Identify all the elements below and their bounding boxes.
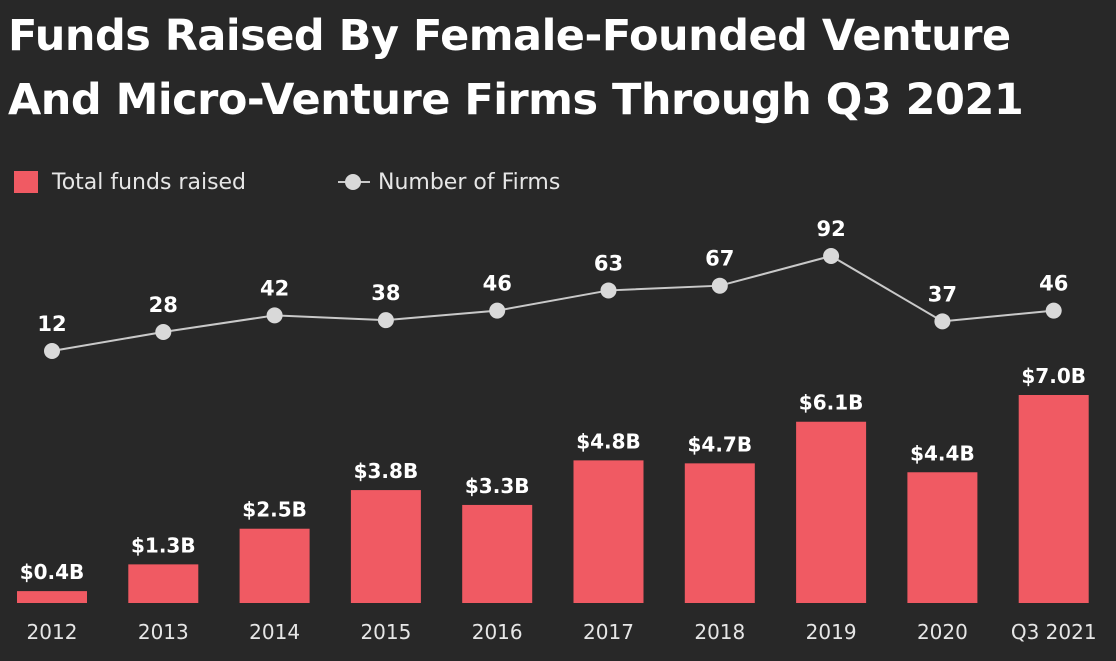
x-tick-label-2014: 2014 [249,620,300,644]
firms-point-2015 [377,312,394,329]
firms-point-2016 [489,302,506,319]
bar-label-2017: $4.8B [576,429,641,453]
firms-point-2017 [600,282,617,299]
firms-label-q3-2021: 46 [1039,272,1068,296]
firms-label-2020: 37 [928,282,957,306]
bar-label-2019: $6.1B [799,391,864,415]
firms-point-q3-2021 [1045,302,1062,319]
firms-point-2014 [266,307,283,324]
bar-2017 [573,460,644,603]
x-tick-label-2019: 2019 [806,620,857,644]
legend-label-total-funds: Total funds raised [52,169,247,195]
legend-label-number-of-firms: Number of Firms [378,169,561,195]
bar-2013 [128,564,199,603]
firms-label-2016: 46 [483,272,512,296]
chart-title: Funds Raised By Female-Founded Venture A… [8,4,1108,132]
bar-label-2016: $3.3B [465,474,530,498]
firms-label-2014: 42 [260,276,289,300]
bar-2015 [350,490,421,603]
bar-2020 [907,472,978,603]
firms-label-2013: 28 [149,293,178,317]
firms-line [51,254,1054,352]
firms-point-2012 [44,343,60,359]
bar-2018 [684,463,755,603]
firms-point-2020 [934,313,951,330]
legend-item-number-of-firms: Number of Firms [338,166,560,198]
bar-label-2018: $4.7B [688,432,753,456]
legend-item-total-funds: Total funds raised [14,166,246,198]
firms-label-2019: 92 [816,217,845,241]
bar-label-q3-2021: $7.0B [1021,364,1086,388]
legend-bar-swatch [14,171,38,193]
bar-label-2020: $4.4B [910,441,975,465]
x-tick-label-2013: 2013 [138,620,189,644]
x-tick-label-2017: 2017 [583,620,634,644]
bar-2014 [239,528,310,603]
bar-q3-2021 [1018,395,1089,603]
firms-label-2018: 67 [705,247,734,271]
bar-label-2012: $0.4B [20,560,85,584]
firms-label-2012: 12 [37,312,66,336]
x-tick-label-2018: 2018 [694,620,745,644]
x-tick-label-2015: 2015 [360,620,411,644]
bar-label-2013: $1.3B [131,533,196,557]
firms-point-2018 [711,277,728,294]
legend-line-swatch [338,171,370,193]
firms-point-2013 [155,324,172,340]
bar-2019 [796,421,867,603]
chart-title-line-2: And Micro-Venture Firms Through Q3 2021 [8,75,1024,125]
bar-label-2014: $2.5B [242,498,307,522]
firms-point-2019 [823,248,840,264]
bar-label-2015: $3.8B [354,459,419,483]
bar-2012 [17,591,87,603]
x-tick-label-2012: 2012 [27,620,78,644]
bar-2016 [462,504,533,603]
x-tick-label-2016: 2016 [472,620,523,644]
firms-label-2015: 38 [371,281,400,305]
x-tick-label-2020: 2020 [917,620,968,644]
chart-title-line-1: Funds Raised By Female-Founded Venture [8,11,1011,61]
x-tick-label-q3-2021: Q3 2021 [1011,620,1097,644]
firms-label-2017: 63 [594,251,623,275]
